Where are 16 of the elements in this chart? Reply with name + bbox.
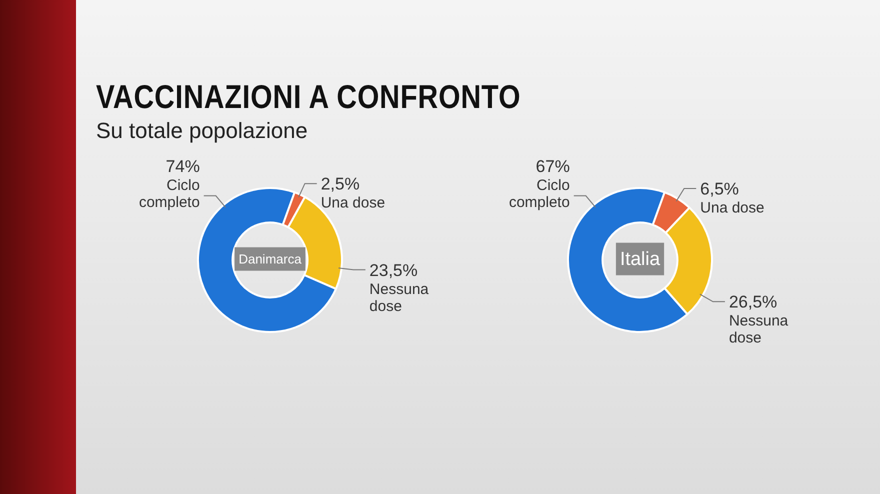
slice-label: Ciclo completo [138, 176, 200, 211]
text: Danimarca [238, 252, 302, 267]
text: Italia [620, 249, 660, 270]
data-label: 67% [536, 156, 570, 176]
slice-label: Nessuna dose [728, 312, 789, 347]
data-label: 26,5% [728, 292, 778, 312]
slice-label: Ciclo completo [508, 176, 570, 211]
data-label: 23,5% [369, 260, 418, 280]
slice-label: Una dose [700, 200, 764, 217]
slice-label: Una dose [320, 194, 386, 212]
data-label: 74% [166, 156, 200, 176]
data-label: 6,5% [700, 180, 739, 199]
chart-title: VACCINAZIONI A CONFRONTO [96, 78, 521, 116]
slice-label: Nessuna dose [369, 280, 430, 315]
chart-subtitle: Su totale popolazione [96, 118, 308, 144]
data-label: 2,5% [320, 174, 360, 194]
